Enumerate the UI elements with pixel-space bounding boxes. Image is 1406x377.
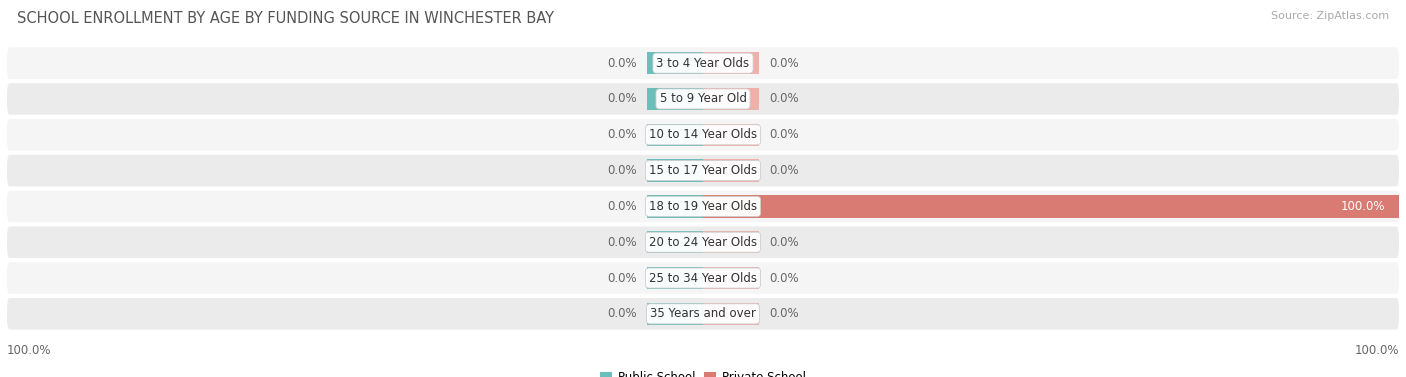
Text: SCHOOL ENROLLMENT BY AGE BY FUNDING SOURCE IN WINCHESTER BAY: SCHOOL ENROLLMENT BY AGE BY FUNDING SOUR… — [17, 11, 554, 26]
Legend: Public School, Private School: Public School, Private School — [595, 366, 811, 377]
Text: 0.0%: 0.0% — [607, 200, 637, 213]
Text: 0.0%: 0.0% — [607, 236, 637, 249]
Text: 0.0%: 0.0% — [607, 307, 637, 320]
Text: 5 to 9 Year Old: 5 to 9 Year Old — [659, 92, 747, 106]
FancyBboxPatch shape — [7, 119, 1399, 150]
Bar — [703, 88, 759, 110]
Text: 0.0%: 0.0% — [607, 92, 637, 106]
Text: 35 Years and over: 35 Years and over — [650, 307, 756, 320]
Text: 100.0%: 100.0% — [1354, 344, 1399, 357]
FancyBboxPatch shape — [7, 155, 1399, 186]
Bar — [703, 124, 759, 146]
FancyBboxPatch shape — [7, 191, 1399, 222]
Bar — [647, 124, 703, 146]
Text: Source: ZipAtlas.com: Source: ZipAtlas.com — [1271, 11, 1389, 21]
Text: 0.0%: 0.0% — [769, 307, 799, 320]
Text: 100.0%: 100.0% — [1340, 200, 1385, 213]
Text: 100.0%: 100.0% — [7, 344, 52, 357]
Text: 0.0%: 0.0% — [769, 128, 799, 141]
Bar — [703, 231, 759, 253]
Text: 3 to 4 Year Olds: 3 to 4 Year Olds — [657, 57, 749, 70]
Text: 20 to 24 Year Olds: 20 to 24 Year Olds — [650, 236, 756, 249]
Bar — [703, 159, 759, 182]
Bar — [703, 195, 1399, 218]
FancyBboxPatch shape — [7, 227, 1399, 258]
Bar — [703, 267, 759, 289]
FancyBboxPatch shape — [7, 83, 1399, 115]
Text: 10 to 14 Year Olds: 10 to 14 Year Olds — [650, 128, 756, 141]
Bar — [647, 231, 703, 253]
Text: 0.0%: 0.0% — [769, 164, 799, 177]
Bar — [647, 195, 703, 218]
Bar — [647, 159, 703, 182]
Text: 0.0%: 0.0% — [607, 164, 637, 177]
Text: 0.0%: 0.0% — [607, 271, 637, 285]
Text: 15 to 17 Year Olds: 15 to 17 Year Olds — [650, 164, 756, 177]
FancyBboxPatch shape — [7, 298, 1399, 329]
Text: 0.0%: 0.0% — [769, 92, 799, 106]
Bar — [647, 303, 703, 325]
Text: 18 to 19 Year Olds: 18 to 19 Year Olds — [650, 200, 756, 213]
FancyBboxPatch shape — [7, 262, 1399, 294]
Text: 0.0%: 0.0% — [769, 271, 799, 285]
Text: 25 to 34 Year Olds: 25 to 34 Year Olds — [650, 271, 756, 285]
Text: 0.0%: 0.0% — [769, 57, 799, 70]
Bar — [647, 52, 703, 74]
Text: 0.0%: 0.0% — [769, 236, 799, 249]
Bar — [703, 52, 759, 74]
Bar — [647, 267, 703, 289]
Bar — [703, 303, 759, 325]
Bar — [647, 88, 703, 110]
Text: 0.0%: 0.0% — [607, 57, 637, 70]
Text: 0.0%: 0.0% — [607, 128, 637, 141]
FancyBboxPatch shape — [7, 48, 1399, 79]
